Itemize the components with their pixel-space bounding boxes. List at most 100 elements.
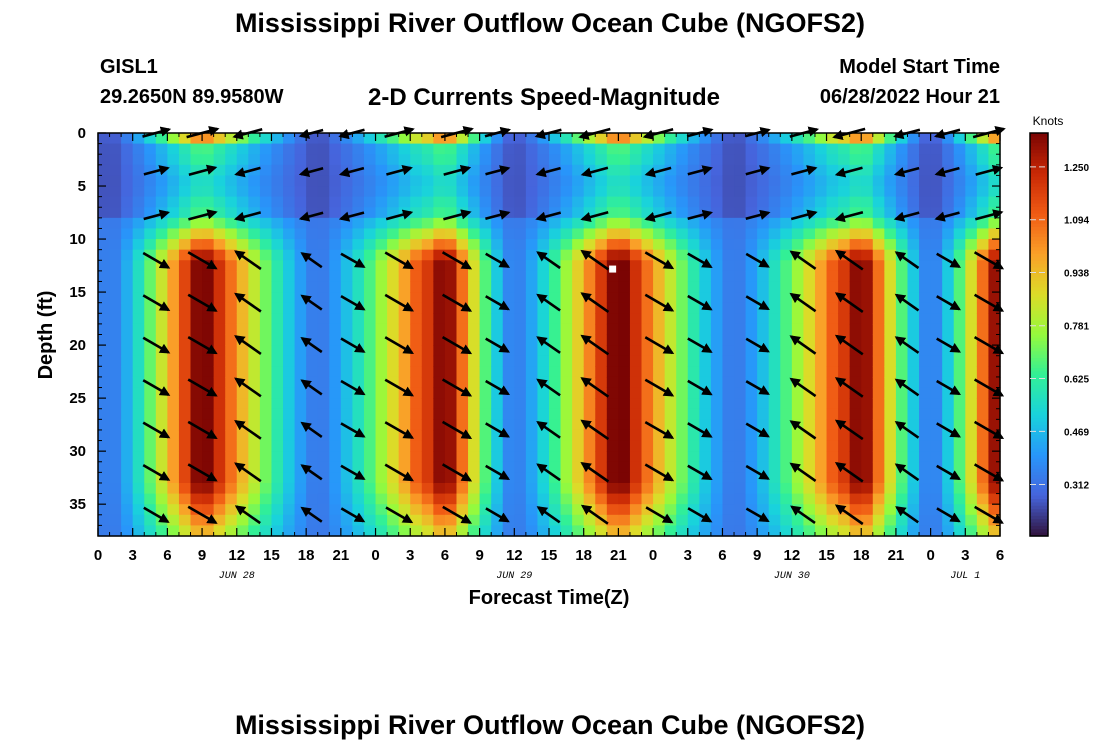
heatmap-cell bbox=[884, 419, 897, 431]
heatmap-cell bbox=[340, 429, 354, 442]
heatmap-cell bbox=[294, 196, 307, 208]
heatmap-cell bbox=[907, 249, 920, 261]
heatmap-cell bbox=[144, 398, 157, 410]
heatmap-cell bbox=[676, 429, 689, 442]
heatmap-cell bbox=[259, 186, 273, 198]
heatmap-cell bbox=[734, 313, 747, 325]
heatmap-cell bbox=[444, 154, 458, 166]
heatmap-cell bbox=[791, 313, 805, 325]
heatmap-cell bbox=[248, 493, 261, 505]
heatmap-cell bbox=[710, 461, 724, 473]
heatmap-cell bbox=[98, 217, 111, 230]
heatmap-cell bbox=[884, 461, 897, 473]
heatmap-cell bbox=[525, 345, 539, 357]
heatmap-cell bbox=[653, 398, 666, 410]
heatmap-cell bbox=[502, 419, 515, 431]
heatmap-cell bbox=[340, 408, 354, 420]
heatmap-cell bbox=[387, 260, 400, 272]
heatmap-cell bbox=[525, 270, 539, 283]
heatmap-cell bbox=[838, 270, 851, 283]
heatmap-cell bbox=[965, 419, 978, 431]
heatmap-cell bbox=[259, 461, 273, 473]
heatmap-cell bbox=[549, 398, 562, 410]
heatmap-cell bbox=[710, 175, 724, 187]
heatmap-cell bbox=[109, 164, 122, 177]
heatmap-cell bbox=[965, 207, 978, 219]
current-vector-arrow bbox=[234, 250, 262, 271]
heatmap-cell bbox=[814, 355, 828, 367]
heatmap-cell bbox=[340, 249, 354, 261]
heatmap-cell bbox=[410, 207, 423, 219]
heatmap-cell bbox=[676, 217, 689, 230]
heatmap-cell bbox=[144, 313, 157, 325]
heatmap-cell bbox=[861, 133, 874, 145]
heatmap-cell bbox=[722, 376, 735, 389]
heatmap-cell bbox=[329, 217, 342, 230]
heatmap-cell bbox=[803, 143, 816, 155]
heatmap-cell bbox=[710, 451, 724, 463]
heatmap-cell bbox=[444, 207, 458, 219]
heatmap-cell bbox=[294, 217, 307, 230]
heatmap-cell bbox=[329, 451, 342, 463]
heatmap-cell bbox=[121, 366, 134, 378]
heatmap-cell bbox=[502, 292, 515, 304]
heatmap-cell bbox=[676, 270, 689, 283]
heatmap-cell bbox=[560, 133, 573, 145]
heatmap-cell bbox=[387, 270, 400, 283]
heatmap-cell bbox=[629, 239, 643, 251]
heatmap-cell bbox=[572, 493, 585, 505]
heatmap-cell bbox=[375, 345, 388, 357]
x-tick-label: 6 bbox=[718, 547, 726, 564]
heatmap-cell bbox=[202, 217, 215, 230]
colorbar-segment bbox=[1030, 378, 1048, 383]
heatmap-cell bbox=[953, 504, 966, 516]
heatmap-cell bbox=[560, 451, 573, 463]
heatmap-cell bbox=[953, 292, 966, 304]
heatmap-cell bbox=[271, 186, 284, 198]
heatmap-cell bbox=[514, 249, 527, 261]
heatmap-cell bbox=[283, 472, 296, 484]
heatmap-cell bbox=[745, 366, 758, 378]
heatmap-cell bbox=[988, 196, 1001, 208]
current-vector-arrow bbox=[936, 507, 961, 523]
heatmap-cell bbox=[942, 387, 955, 399]
heatmap-cell bbox=[259, 472, 273, 484]
current-vector-arrow bbox=[300, 337, 323, 354]
heatmap-cell bbox=[375, 302, 388, 314]
heatmap-cell bbox=[433, 281, 446, 293]
heatmap-cell bbox=[190, 514, 203, 526]
heatmap-cell bbox=[572, 133, 585, 145]
heatmap-cell bbox=[814, 154, 828, 166]
heatmap-cell bbox=[791, 345, 805, 357]
heatmap-cell bbox=[791, 366, 805, 378]
heatmap-cell bbox=[930, 217, 943, 230]
heatmap-cell bbox=[699, 154, 712, 166]
heatmap-cell bbox=[618, 398, 631, 410]
heatmap-cell bbox=[942, 323, 955, 336]
heatmap-cell bbox=[259, 440, 273, 452]
heatmap-cell bbox=[722, 355, 735, 367]
heatmap-cell bbox=[930, 493, 943, 505]
heatmap-cell bbox=[98, 207, 111, 219]
heatmap-cell bbox=[884, 472, 897, 484]
heatmap-cell bbox=[803, 482, 816, 495]
x-tick-label: 12 bbox=[228, 547, 245, 564]
heatmap-cell bbox=[479, 239, 492, 251]
heatmap-cell bbox=[641, 408, 654, 420]
chart-subtitle: 2-D Currents Speed-Magnitude bbox=[368, 84, 721, 111]
heatmap-cell bbox=[491, 493, 504, 505]
heatmap-cell bbox=[387, 482, 400, 495]
current-vector-arrow bbox=[580, 292, 610, 313]
heatmap-cell bbox=[363, 525, 377, 537]
heatmap-cell bbox=[757, 313, 770, 325]
heatmap-cell bbox=[225, 196, 238, 208]
heatmap-cell bbox=[722, 440, 735, 452]
colorbar-segment bbox=[1030, 388, 1048, 393]
heatmap-cell bbox=[340, 270, 354, 283]
heatmap-cell bbox=[178, 429, 192, 442]
heatmap-cell bbox=[953, 355, 966, 367]
heatmap-cell bbox=[814, 323, 828, 336]
heatmap-cell bbox=[641, 217, 654, 230]
colorbar-segment bbox=[1030, 200, 1048, 205]
heatmap-cell bbox=[329, 461, 342, 473]
